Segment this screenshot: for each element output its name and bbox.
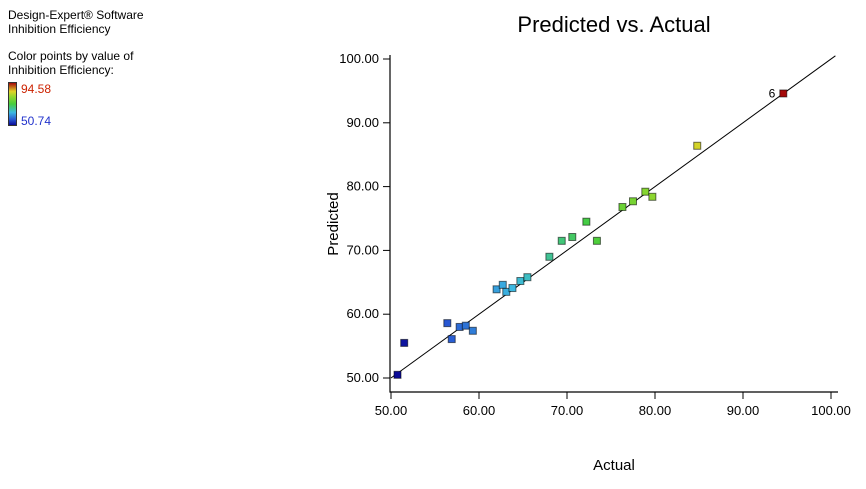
axis-lines xyxy=(389,55,838,393)
x-tick-label: 90.00 xyxy=(727,403,760,418)
data-point[interactable] xyxy=(693,141,702,150)
y-tick-label: 80.00 xyxy=(346,179,379,194)
data-point[interactable] xyxy=(648,192,657,201)
color-scale-labels: 94.58 50.74 xyxy=(21,82,51,128)
software-title: Design-Expert® Software xyxy=(8,8,144,22)
info-panel: Design-Expert® Software Inhibition Effic… xyxy=(8,8,144,128)
data-point[interactable] xyxy=(641,187,650,196)
data-point[interactable] xyxy=(447,335,456,344)
data-point[interactable] xyxy=(461,321,470,330)
data-point[interactable] xyxy=(468,326,477,335)
y-tick-label: 70.00 xyxy=(346,242,379,257)
data-point[interactable] xyxy=(557,236,566,245)
data-point[interactable] xyxy=(618,203,627,212)
x-tick-label: 50.00 xyxy=(375,403,408,418)
y-tick-label: 50.00 xyxy=(346,370,379,385)
data-point[interactable] xyxy=(568,233,577,242)
data-point[interactable] xyxy=(498,280,507,289)
color-scale-max: 94.58 xyxy=(21,82,52,96)
data-point[interactable] xyxy=(393,370,402,379)
data-point[interactable] xyxy=(508,284,517,293)
x-tick-label: 70.00 xyxy=(551,403,584,418)
y-tick-label: 100.00 xyxy=(339,51,379,66)
x-tick-label: 80.00 xyxy=(639,403,672,418)
data-point[interactable] xyxy=(400,338,409,347)
color-points-caption-line2: Inhibition Efficiency: xyxy=(8,63,114,77)
color-scale-bar xyxy=(8,82,17,126)
data-point[interactable] xyxy=(779,89,788,98)
data-point[interactable] xyxy=(629,197,637,206)
response-name: Inhibition Efficiency xyxy=(8,22,111,36)
color-points-caption-line1: Color points by value of xyxy=(8,49,134,63)
color-scale-min: 50.74 xyxy=(21,114,52,128)
data-point[interactable] xyxy=(492,285,501,294)
y-axis-label: Predicted xyxy=(325,192,342,255)
data-point[interactable] xyxy=(545,252,554,261)
x-tick-label: 60.00 xyxy=(463,403,496,418)
y-tick-label: 60.00 xyxy=(346,306,379,321)
y-tick-label: 90.00 xyxy=(346,115,379,130)
data-point[interactable] xyxy=(523,273,532,282)
point-count-label: 6 xyxy=(769,86,776,100)
x-tick-label: 100.00 xyxy=(811,403,851,418)
data-point[interactable] xyxy=(592,236,601,245)
chart-title: Predicted vs. Actual xyxy=(517,12,710,37)
color-scale-legend: 94.58 50.74 xyxy=(8,82,144,128)
data-point[interactable] xyxy=(582,217,591,226)
x-axis-label: Actual xyxy=(593,457,635,474)
plot-area: 50.00 60.00 70.00 80.00 90.00 100.00 50.00 60.0… xyxy=(339,51,851,418)
data-point[interactable] xyxy=(443,319,452,328)
data-point[interactable] xyxy=(516,277,525,286)
